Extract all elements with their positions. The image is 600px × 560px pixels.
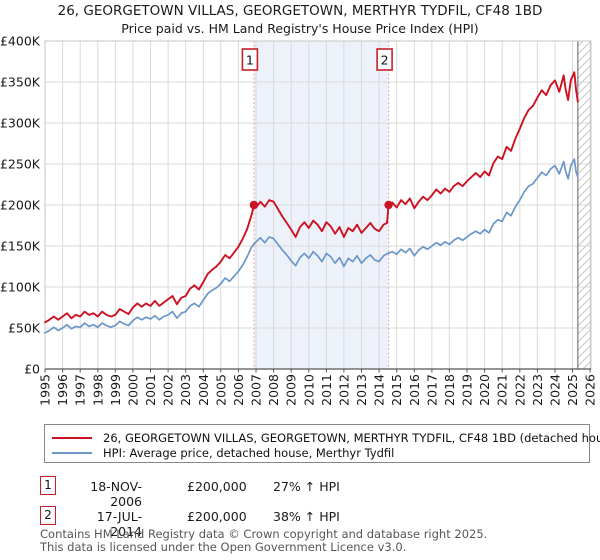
svg-text:2018: 2018 <box>442 374 457 406</box>
svg-text:2008: 2008 <box>266 374 281 406</box>
transaction-row-2: 2 17-JUL-2014 £200,000 38% ↑ HPI <box>0 506 600 539</box>
svg-text:£50K: £50K <box>8 321 41 336</box>
footer-line-2: This data is licensed under the Open Gov… <box>40 539 407 554</box>
sale-2-hpi-delta: 38% ↑ HPI <box>273 509 340 524</box>
svg-text:£300K: £300K <box>0 116 41 131</box>
sale-1-badge: 1 <box>40 476 56 495</box>
svg-text:2019: 2019 <box>460 374 475 406</box>
sale-1-flag-label: 1 <box>246 53 254 68</box>
svg-text:2005: 2005 <box>213 374 228 406</box>
svg-text:2025: 2025 <box>565 374 580 406</box>
svg-text:2003: 2003 <box>178 374 193 406</box>
legend-item-price: 26, GEORGETOWN VILLAS, GEORGETOWN, MERTH… <box>52 430 600 445</box>
svg-text:2020: 2020 <box>477 374 492 406</box>
svg-text:2000: 2000 <box>125 374 140 406</box>
svg-text:2013: 2013 <box>354 374 369 406</box>
svg-text:2009: 2009 <box>284 374 299 406</box>
x-axis-labels: 1995 1996 1997 1998 1999 2000 2001 2002 2003 2004… <box>38 369 598 406</box>
svg-text:1998: 1998 <box>90 374 105 406</box>
sale-2-badge: 2 <box>40 506 56 525</box>
svg-text:2026: 2026 <box>583 374 598 406</box>
svg-text:2023: 2023 <box>530 374 545 406</box>
future-hatch-region <box>577 41 591 369</box>
svg-text:2016: 2016 <box>407 374 422 406</box>
sale-2-flag-label: 2 <box>381 53 389 68</box>
svg-text:2012: 2012 <box>336 374 351 406</box>
transaction-row-1: 1 18-NOV-2006 £200,000 27% ↑ HPI <box>0 476 600 509</box>
svg-text:1999: 1999 <box>108 374 123 406</box>
hpi-line-label: HPI: Average price, detached house, Mert… <box>103 445 395 460</box>
legend: 26, GEORGETOWN VILLAS, GEORGETOWN, MERTH… <box>44 424 600 463</box>
sale-2-date: 17-JUL-2014 <box>96 509 142 539</box>
sale-1-hpi-delta: 27% ↑ HPI <box>273 479 340 494</box>
price-line-swatch <box>52 436 92 439</box>
sale-2-price: £200,000 <box>187 509 247 524</box>
svg-text:£200K: £200K <box>0 198 41 213</box>
svg-text:2017: 2017 <box>424 374 439 406</box>
y-axis-labels: £0 £50K £100K £150K £200K £250K £300K £350K £400… <box>0 34 41 377</box>
price-line-label: 26, GEORGETOWN VILLAS, GEORGETOWN, MERTH… <box>103 430 600 445</box>
svg-text:2001: 2001 <box>143 374 158 406</box>
sale-1-point <box>249 200 259 210</box>
svg-text:£350K: £350K <box>0 75 41 90</box>
svg-text:2022: 2022 <box>512 374 527 406</box>
svg-text:2011: 2011 <box>319 374 334 406</box>
page-title: 26, GEORGETOWN VILLAS, GEORGETOWN, MERTH… <box>57 3 543 19</box>
sale-1-date: 18-NOV-2006 <box>90 479 142 509</box>
sale-1-price: £200,000 <box>187 479 247 494</box>
svg-text:1995: 1995 <box>38 374 53 406</box>
license-footer: Contains HM Land Registry data © Crown c… <box>40 528 487 553</box>
svg-text:2007: 2007 <box>249 374 264 406</box>
hpi-line-swatch <box>52 451 92 454</box>
hpi-average-line <box>44 158 579 334</box>
svg-text:2014: 2014 <box>372 374 387 406</box>
page-subtitle: Price paid vs. HM Land Registry's House … <box>121 21 479 36</box>
svg-text:2024: 2024 <box>548 374 563 406</box>
legend-item-hpi: HPI: Average price, detached house, Mert… <box>52 445 589 460</box>
svg-text:2010: 2010 <box>301 374 316 406</box>
svg-text:1997: 1997 <box>73 374 88 406</box>
svg-text:£0: £0 <box>24 362 40 377</box>
sale-1-flag <box>241 48 259 71</box>
svg-text:1996: 1996 <box>55 374 70 406</box>
svg-text:2021: 2021 <box>495 374 510 406</box>
svg-text:2006: 2006 <box>231 374 246 406</box>
svg-text:2002: 2002 <box>161 374 176 406</box>
sale-2-flag <box>376 48 393 71</box>
price-history-chart: 1 2 £0 £50K £100K £150K £200K £250K £300K £350K £4… <box>0 34 598 406</box>
svg-text:£100K: £100K <box>0 280 41 295</box>
footer-line-1: Contains HM Land Registry data © Crown c… <box>40 527 488 541</box>
svg-text:£150K: £150K <box>0 239 41 254</box>
svg-text:£400K: £400K <box>0 34 41 49</box>
sale-2-point <box>384 200 393 210</box>
price-paid-line <box>44 71 579 324</box>
svg-text:2015: 2015 <box>389 374 404 406</box>
svg-text:£250K: £250K <box>0 157 41 172</box>
svg-text:2004: 2004 <box>196 374 211 406</box>
